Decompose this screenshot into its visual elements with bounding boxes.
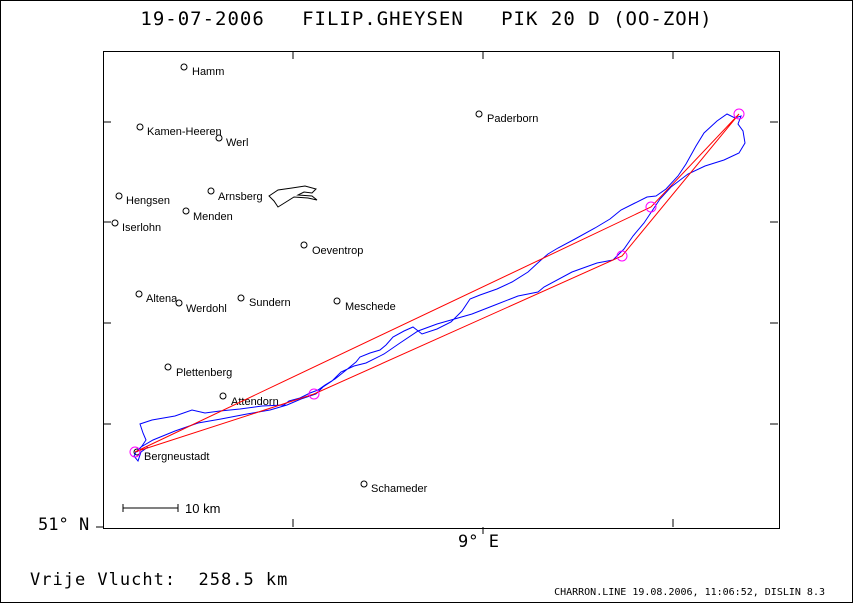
city-label: Werl [226, 137, 248, 149]
distance-summary: Vrije Vlucht: 258.5 km [30, 570, 289, 590]
city-label: Kamen-Heeren [147, 126, 222, 138]
scale-bar-label: 10 km [185, 501, 220, 516]
city-marker: Plettenberg [164, 363, 232, 379]
city-marker: Attendorn [219, 392, 279, 408]
cities-layer: Hamm Kamen-Heeren Werl Paderborn Arnsber… [111, 63, 538, 495]
footer-info: CHARRON.LINE 19.08.2006, 11:06:52, DISLI… [554, 587, 825, 598]
city-label: Hamm [192, 66, 224, 78]
city-marker: Sundern [237, 294, 291, 309]
city-label: Sundern [249, 297, 291, 309]
city-marker: Oeventrop [300, 241, 363, 257]
city-label: Paderborn [487, 113, 538, 125]
city-label: Hengsen [126, 195, 170, 207]
city-marker: Arnsberg [207, 187, 263, 203]
city-label: Schameder [371, 483, 428, 495]
city-marker: Bergneustadt [133, 448, 209, 463]
lake-outline [268, 185, 318, 208]
flight-track [133, 113, 746, 463]
longitude-label: 9° E [458, 532, 499, 552]
axis-ticks [96, 51, 778, 534]
city-label: Attendorn [231, 396, 279, 408]
scale-bar: 10 km [122, 501, 220, 516]
city-label: Altena [146, 293, 178, 305]
city-label: Meschede [345, 301, 396, 313]
city-label: Menden [193, 211, 233, 223]
city-marker: Schameder [360, 480, 428, 495]
city-label: Iserlohn [122, 222, 161, 234]
city-marker: Meschede [333, 297, 396, 313]
turnpoints [129, 108, 745, 458]
page-title: 19-07-2006 FILIP.GHEYSEN PIK 20 D (OO-ZO… [140, 8, 713, 30]
turnpoint [733, 108, 745, 120]
city-label: Bergneustadt [144, 451, 209, 463]
turnpoint-start [129, 446, 141, 458]
city-label: Oeventrop [312, 245, 363, 257]
turnpoint [616, 250, 628, 262]
city-marker: Menden [182, 207, 233, 223]
city-marker: Hamm [180, 63, 224, 78]
city-label: Plettenberg [176, 367, 232, 379]
city-marker: Altena [135, 290, 178, 305]
city-marker: Werdohl [175, 299, 227, 315]
task-route [134, 113, 740, 453]
city-marker: Paderborn [475, 110, 538, 125]
city-marker: Iserlohn [111, 219, 161, 234]
city-label: Werdohl [186, 303, 227, 315]
city-marker: Kamen-Heeren [136, 123, 222, 138]
city-marker: Hengsen [115, 192, 170, 207]
city-marker: Werl [215, 134, 248, 149]
turnpoint [308, 388, 320, 400]
latitude-label: 51° N [38, 515, 90, 535]
city-label: Arnsberg [218, 191, 263, 203]
map-frame [103, 51, 780, 529]
turnpoint [645, 201, 657, 213]
